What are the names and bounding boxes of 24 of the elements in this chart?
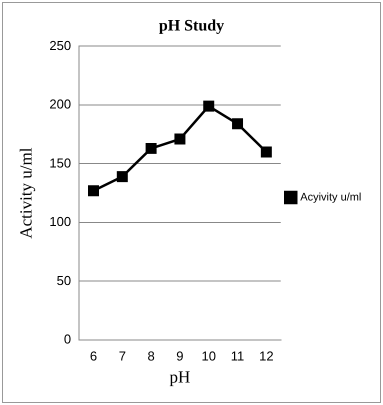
y-tick-label: 200 [49, 96, 72, 112]
y-tick-label: 250 [49, 38, 72, 53]
x-tick-label: 11 [230, 348, 244, 364]
x-tick-label: 10 [201, 348, 216, 364]
point [260, 146, 272, 158]
x-tick-label: 12 [259, 348, 274, 364]
x-tick-label: 6 [90, 348, 98, 364]
legend-label: Acyivity u/ml [300, 192, 362, 204]
y-tick-label: 0 [64, 332, 72, 347]
y-axis-title: Activity u/ml [16, 147, 36, 239]
point [174, 134, 186, 145]
point [232, 118, 244, 130]
point [116, 171, 128, 182]
y-tick-label: 100 [49, 214, 72, 230]
y-tick-label: 50 [56, 272, 72, 288]
point [88, 185, 99, 196]
chart-title: pH Study [158, 18, 224, 35]
x-tick-label: 8 [147, 348, 155, 364]
y-tick-label: 150 [49, 155, 72, 170]
x-tick-label: 7 [118, 348, 126, 364]
point [146, 142, 157, 154]
x-axis-title: pH [170, 367, 190, 386]
x-tick-label: 9 [176, 348, 184, 364]
point [203, 100, 214, 112]
